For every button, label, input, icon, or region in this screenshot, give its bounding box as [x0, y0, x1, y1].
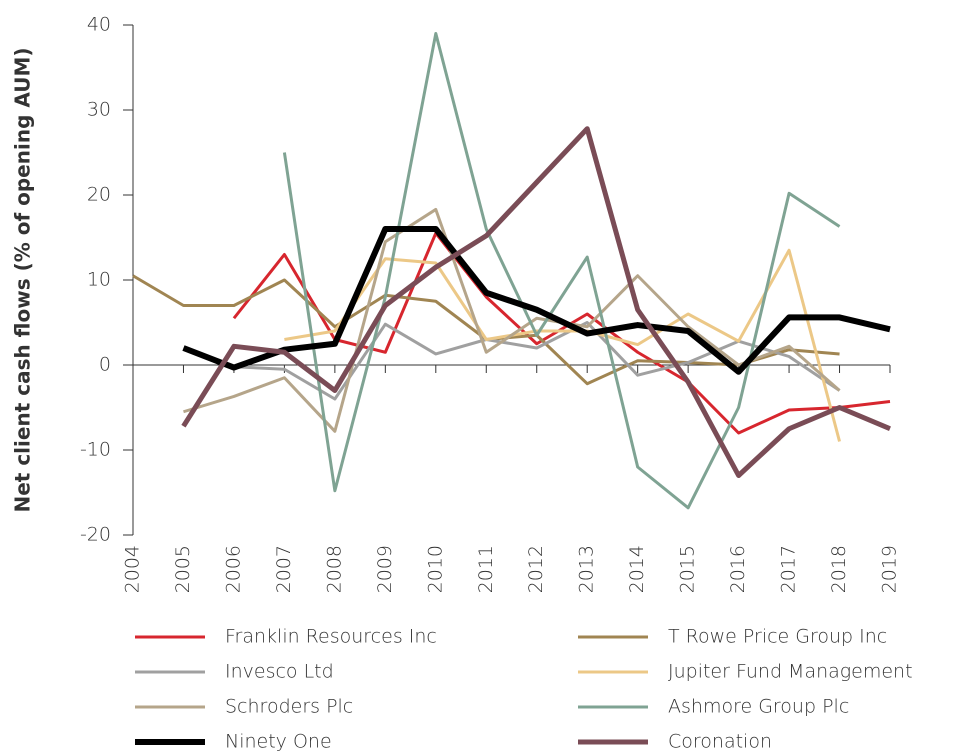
x-tick-label: 2014 [626, 545, 648, 593]
series-line [183, 207, 841, 433]
x-tick-label: 2015 [677, 545, 699, 593]
legend-label: Invesco Ltd [225, 661, 334, 683]
y-tick-label: -20 [80, 524, 111, 546]
x-tick-label: 2019 [879, 545, 901, 593]
x-tick-label: 2010 [424, 545, 446, 593]
legend-label: T Rowe Price Group Inc [668, 626, 887, 648]
series-line [181, 126, 891, 478]
legend-label: Ninety One [225, 731, 332, 753]
series-line [182, 226, 891, 375]
y-tick-label: 10 [87, 269, 111, 291]
y-tick-label: 0 [99, 354, 111, 376]
legend-label: Franklin Resources Inc [225, 626, 437, 648]
x-tick-label: 2004 [122, 545, 144, 593]
x-tick-label: 2005 [172, 545, 194, 593]
x-tick-label: 2013 [576, 545, 598, 593]
x-tick-label: 2017 [778, 545, 800, 593]
y-tick-label: 20 [87, 184, 111, 206]
series-line [282, 32, 841, 510]
legend-label: Ashmore Group Plc [668, 696, 849, 718]
x-tick-label: 2016 [727, 545, 749, 593]
x-tick-label: 2011 [475, 545, 497, 593]
y-tick-label: 40 [87, 14, 111, 36]
x-tick-label: 2006 [222, 545, 244, 593]
x-tick-label: 2007 [273, 545, 295, 593]
x-tick-label: 2009 [374, 545, 396, 593]
legend-label: Schroders Plc [225, 696, 353, 718]
legend-label: Coronation [668, 731, 772, 753]
y-tick-label: 30 [87, 99, 111, 121]
y-tick-label: -10 [80, 439, 111, 461]
legend-label: Jupiter Fund Management [668, 661, 913, 683]
series-line [232, 231, 891, 435]
x-tick-label: 2012 [525, 545, 547, 593]
y-axis-title: Net client cash flows (% of opening AUM) [11, 47, 35, 512]
x-tick-label: 2008 [323, 545, 345, 593]
x-tick-label: 2018 [828, 545, 850, 593]
